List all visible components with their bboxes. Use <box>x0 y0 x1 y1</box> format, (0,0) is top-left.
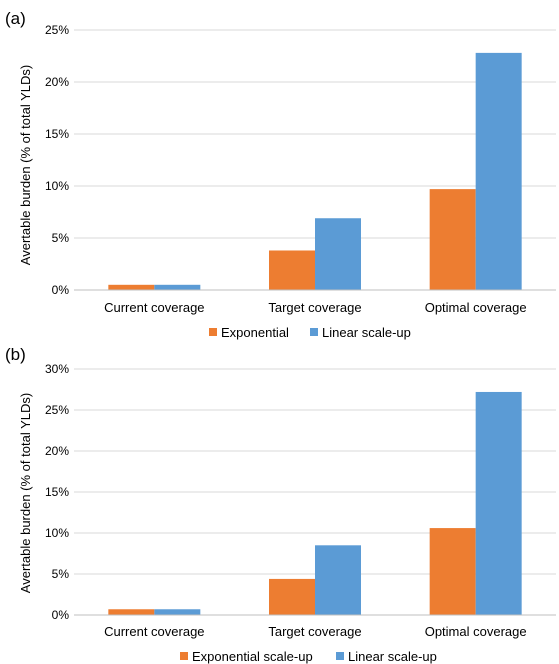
chart-panel-a: (a) 0% 5% 10% 15% 20% 25% Current coverage Ta… <box>5 9 556 340</box>
bar-linear <box>315 545 361 615</box>
y-tick-label: 30% <box>45 362 69 376</box>
y-tick-labels: 0% 5% 10% 15% 20% 25% 30% <box>45 362 69 622</box>
legend-swatch-exponential <box>209 328 217 336</box>
y-tick-label: 20% <box>45 444 69 458</box>
y-tick-label: 25% <box>45 403 69 417</box>
y-tick-label: 20% <box>45 75 69 89</box>
bar-group <box>108 391 522 615</box>
bar-linear <box>475 391 522 615</box>
y-tick-label: 0% <box>52 608 70 622</box>
y-tick-label: 5% <box>52 231 70 245</box>
bar-exponential <box>429 528 476 615</box>
y-axis-title: Avertable burden (% of total YLDs) <box>18 393 33 593</box>
y-tick-label: 10% <box>45 179 69 193</box>
bar-exponential <box>269 250 315 290</box>
y-tick-label: 10% <box>45 526 69 540</box>
panel-label: (a) <box>5 9 26 28</box>
legend-label-exponential: Exponential <box>221 325 289 340</box>
bar-linear <box>315 218 361 290</box>
legend-swatch-exponential <box>180 652 188 660</box>
legend: Exponential Linear scale-up <box>209 325 411 340</box>
y-tick-labels: 0% 5% 10% 15% 20% 25% <box>45 23 69 297</box>
y-tick-label: 5% <box>52 567 70 581</box>
x-tick-label: Target coverage <box>268 624 361 639</box>
chart-panel-b: (b) 0% 5% 10% 15% 20% 25% 30% Current coverage… <box>5 345 556 664</box>
legend-label-linear: Linear scale-up <box>348 649 437 664</box>
legend-swatch-linear <box>336 652 344 660</box>
y-axis-title: Avertable burden (% of total YLDs) <box>18 65 33 265</box>
bar-group <box>108 52 522 290</box>
bar-linear <box>154 609 201 615</box>
bar-exponential <box>108 284 155 290</box>
y-tick-label: 0% <box>52 283 70 297</box>
y-tick-label: 25% <box>45 23 69 37</box>
x-tick-labels: Current coverage Target coverage Optimal… <box>104 300 527 315</box>
bar-exponential <box>108 609 155 615</box>
x-tick-label: Target coverage <box>268 300 361 315</box>
legend-label-exponential: Exponential scale-up <box>192 649 313 664</box>
y-tick-label: 15% <box>45 485 69 499</box>
panel-label: (b) <box>5 345 26 364</box>
x-tick-labels: Current coverage Target coverage Optimal… <box>104 624 527 639</box>
x-tick-label: Optimal coverage <box>425 300 527 315</box>
bar-exponential <box>269 578 315 615</box>
x-tick-label: Current coverage <box>104 300 204 315</box>
legend-swatch-linear <box>310 328 318 336</box>
x-tick-label: Current coverage <box>104 624 204 639</box>
x-tick-label: Optimal coverage <box>425 624 527 639</box>
legend-label-linear: Linear scale-up <box>322 325 411 340</box>
bar-exponential <box>429 189 476 290</box>
y-tick-label: 15% <box>45 127 69 141</box>
legend: Exponential scale-up Linear scale-up <box>180 649 437 664</box>
bar-linear <box>154 284 201 290</box>
bar-linear <box>475 52 522 290</box>
